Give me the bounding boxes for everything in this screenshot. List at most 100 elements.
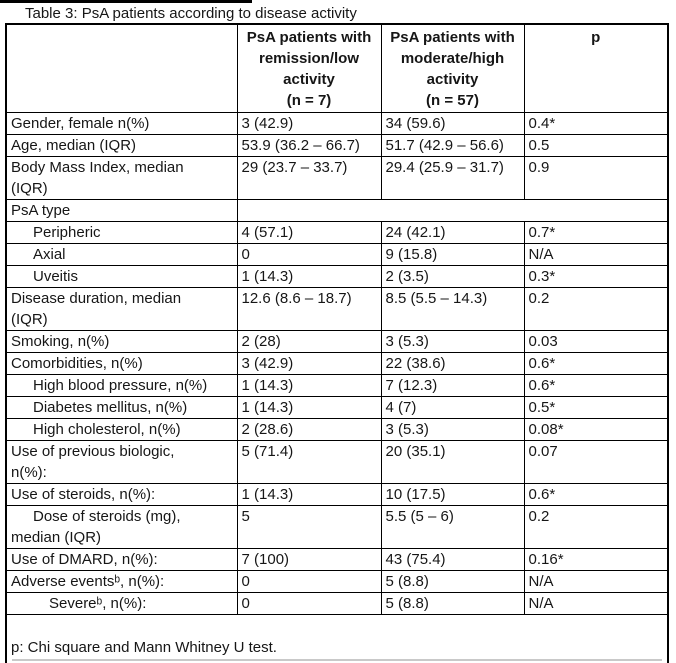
cell-p: 0.9 [523, 156, 669, 200]
cell-remission: 2 (28) [236, 330, 382, 353]
table-row-severe: Severeᵇ, n(%): 0 5 (8.8) N/A [5, 592, 669, 615]
cell-remission: 12.6 (8.6 – 18.7) [236, 287, 382, 331]
cell-p: 0.07 [523, 440, 669, 484]
cell-p: 0.16* [523, 548, 669, 571]
row-label: High cholesterol, n(%) [5, 418, 238, 441]
cell-p: 0.2 [523, 505, 669, 549]
header-row: PsA patients with remission/low activity… [5, 23, 669, 113]
table-body: Gender, female n(%) 3 (42.9) 34 (59.6) 0… [5, 112, 669, 663]
header-p-column: p [523, 23, 669, 113]
cell-moderate: 5.5 (5 – 6) [380, 505, 525, 549]
row-label: Adverse eventsᵇ, n(%): [5, 570, 238, 593]
cell-remission: 7 (100) [236, 548, 382, 571]
cell-moderate: 20 (35.1) [380, 440, 525, 484]
cell-moderate: 10 (17.5) [380, 483, 525, 506]
cell-moderate: 3 (5.3) [380, 330, 525, 353]
top-edge-artifact [0, 0, 252, 3]
cell-remission: 0 [236, 592, 382, 615]
cell-moderate: 51.7 (42.9 – 56.6) [380, 134, 525, 157]
cell-p: 0.3* [523, 265, 669, 288]
table-row-diabetes: Diabetes mellitus, n(%) 1 (14.3) 4 (7) 0… [5, 396, 669, 419]
table-caption: Table 3: PsA patients according to disea… [25, 5, 357, 22]
table-row-age: Age, median (IQR) 53.9 (36.2 – 66.7) 51.… [5, 134, 669, 157]
cell-moderate: 29.4 (25.9 – 31.7) [380, 156, 525, 200]
psa-disease-activity-table: PsA patients with remission/low activity… [5, 23, 669, 663]
cell-remission: 53.9 (36.2 – 66.7) [236, 134, 382, 157]
row-label: PsA type [5, 199, 238, 222]
table-row-psa-type: PsA type [5, 199, 669, 222]
table-row-gender: Gender, female n(%) 3 (42.9) 34 (59.6) 0… [5, 112, 669, 135]
row-label: Uveitis [5, 265, 238, 288]
table-row-axial: Axial 0 9 (15.8) N/A [5, 243, 669, 266]
cell-remission: 1 (14.3) [236, 374, 382, 397]
cell-remission: 1 (14.3) [236, 265, 382, 288]
cell-p: 0.5* [523, 396, 669, 419]
table-header: PsA patients with remission/low activity… [5, 23, 669, 113]
row-label: Age, median (IQR) [5, 134, 238, 157]
cell-p: 0.6* [523, 374, 669, 397]
cell-remission: 0 [236, 243, 382, 266]
table-row-comorbidities: Comorbidities, n(%) 3 (42.9) 22 (38.6) 0… [5, 352, 669, 375]
cell-p: N/A [523, 570, 669, 593]
cell-remission: 5 (71.4) [236, 440, 382, 484]
cell-moderate: 34 (59.6) [380, 112, 525, 135]
table-row-adverse-events: Adverse eventsᵇ, n(%): 0 5 (8.8) N/A [5, 570, 669, 593]
table-row-high-cholesterol: High cholesterol, n(%) 2 (28.6) 3 (5.3) … [5, 418, 669, 441]
cell-moderate: 24 (42.1) [380, 221, 525, 244]
cell-p: 0.6* [523, 483, 669, 506]
table-row-peripheric: Peripheric 4 (57.1) 24 (42.1) 0.7* [5, 221, 669, 244]
table-row-high-blood-pressure: High blood pressure, n(%) 1 (14.3) 7 (12… [5, 374, 669, 397]
cell-moderate: 5 (8.8) [380, 592, 525, 615]
row-label: Gender, female n(%) [5, 112, 238, 135]
cell-remission: 3 (42.9) [236, 352, 382, 375]
cell-moderate: 3 (5.3) [380, 418, 525, 441]
table-row-footnotes: p: Chi square and Mann Whitney U test. *… [5, 614, 669, 663]
row-label: Body Mass Index, median (IQR) [5, 156, 238, 200]
row-label: Use of DMARD, n(%): [5, 548, 238, 571]
row-label: Severeᵇ, n(%): [5, 592, 238, 615]
cell-remission: 5 [236, 505, 382, 549]
cell-moderate: 4 (7) [380, 396, 525, 419]
table-row-disease-duration: Disease duration, median (IQR) 12.6 (8.6… [5, 287, 669, 331]
merged-empty-cell [236, 199, 669, 222]
cell-remission: 4 (57.1) [236, 221, 382, 244]
table-row-steroid-dose: Dose of steroids (mg), median (IQR) 5 5.… [5, 505, 669, 549]
cell-p: 0.2 [523, 287, 669, 331]
table-row-steroids: Use of steroids, n(%): 1 (14.3) 10 (17.5… [5, 483, 669, 506]
row-label: Comorbidities, n(%) [5, 352, 238, 375]
footnote-p-definition: p: Chi square and Mann Whitney U test. [11, 639, 277, 656]
cell-p: 0.03 [523, 330, 669, 353]
cell-remission: 1 (14.3) [236, 483, 382, 506]
table-row-bmi: Body Mass Index, median (IQR) 29 (23.7 –… [5, 156, 669, 200]
row-label: Use of previous biologic, n(%): [5, 440, 238, 484]
row-label: Dose of steroids (mg), median (IQR) [5, 505, 238, 549]
cell-moderate: 22 (38.6) [380, 352, 525, 375]
cell-p: N/A [523, 592, 669, 615]
cell-p: 0.4* [523, 112, 669, 135]
row-label: Peripheric [5, 221, 238, 244]
cell-p: N/A [523, 243, 669, 266]
row-label: Axial [5, 243, 238, 266]
cell-p: 0.7* [523, 221, 669, 244]
row-label: Diabetes mellitus, n(%) [5, 396, 238, 419]
cell-moderate: 2 (3.5) [380, 265, 525, 288]
table-bottom-shadow [12, 659, 662, 661]
header-remission-group: PsA patients with remission/low activity… [236, 23, 382, 113]
cell-moderate: 43 (75.4) [380, 548, 525, 571]
cell-p: 0.08* [523, 418, 669, 441]
cell-remission: 1 (14.3) [236, 396, 382, 419]
row-label: Use of steroids, n(%): [5, 483, 238, 506]
row-label: High blood pressure, n(%) [5, 374, 238, 397]
row-label: Smoking, n(%) [5, 330, 238, 353]
row-label: Disease duration, median (IQR) [5, 287, 238, 331]
cell-moderate: 7 (12.3) [380, 374, 525, 397]
cell-remission: 3 (42.9) [236, 112, 382, 135]
cell-p: 0.5 [523, 134, 669, 157]
cell-remission: 0 [236, 570, 382, 593]
cell-remission: 29 (23.7 – 33.7) [236, 156, 382, 200]
cell-moderate: 8.5 (5.5 – 14.3) [380, 287, 525, 331]
table-row-smoking: Smoking, n(%) 2 (28) 3 (5.3) 0.03 [5, 330, 669, 353]
table-row-dmard: Use of DMARD, n(%): 7 (100) 43 (75.4) 0.… [5, 548, 669, 571]
header-empty-cell [5, 23, 238, 113]
